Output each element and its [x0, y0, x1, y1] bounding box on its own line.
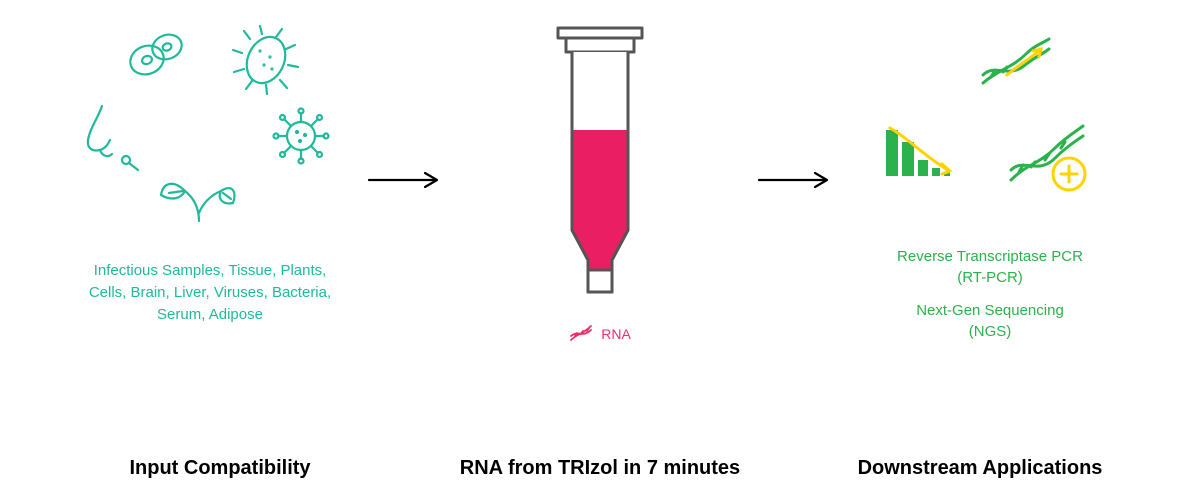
rna-helix-icon [569, 324, 595, 344]
barchart-icon [880, 120, 960, 184]
helix-plus-icon [1005, 120, 1097, 196]
app2-line2: (NGS) [897, 321, 1083, 342]
downstream-description: Reverse Transcriptase PCR (RT-PCR) Next-… [897, 246, 1083, 342]
arrow-1 [360, 170, 450, 190]
downstream-icons-cluster [860, 40, 1120, 220]
cells-icon [125, 30, 187, 80]
rna-output-label: RNA [569, 324, 631, 344]
section-titles-row: Input Compatibility RNA from TRIzol in 7… [0, 457, 1200, 480]
title-right: Downstream Applications [830, 457, 1130, 480]
rna-text: RNA [601, 326, 631, 342]
swab-icon [80, 100, 142, 172]
bacteria-icon [230, 25, 302, 95]
title-left: Input Compatibility [70, 457, 370, 480]
spin-column-icon [530, 20, 670, 320]
app1-line1: Reverse Transcriptase PCR [897, 246, 1083, 267]
input-compatibility-panel: Infectious Samples, Tissue, Plants, Cell… [60, 20, 360, 420]
input-icons-cluster [80, 30, 340, 230]
title-center: RNA from TRIzol in 7 minutes [450, 457, 750, 480]
app2-line1: Next-Gen Sequencing [897, 300, 1083, 321]
plant-icon [155, 165, 243, 227]
app1-line2: (RT-PCR) [897, 267, 1083, 288]
virus-icon [270, 105, 332, 167]
column-panel: RNA [450, 20, 750, 420]
input-description: Infectious Samples, Tissue, Plants, Cell… [80, 260, 340, 325]
downstream-panel: Reverse Transcriptase PCR (RT-PCR) Next-… [840, 20, 1140, 420]
arrow-2 [750, 170, 840, 190]
helix-icon [975, 35, 1055, 95]
